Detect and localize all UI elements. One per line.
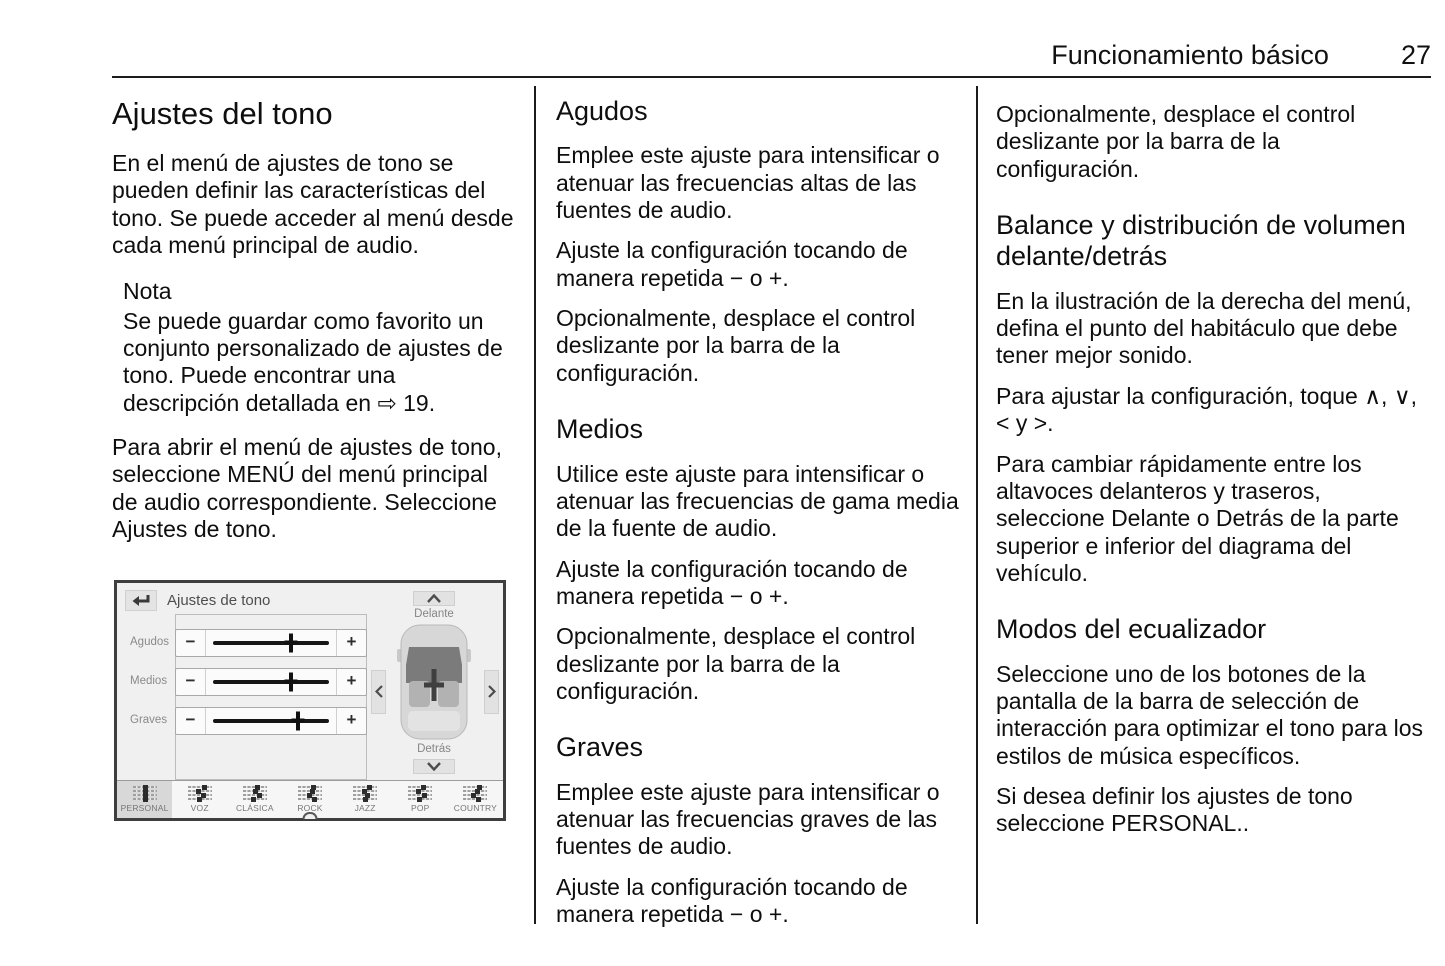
slider-agudos[interactable]: − +	[175, 628, 367, 657]
chevron-up-icon	[427, 593, 441, 603]
slider-label-agudos: Agudos	[130, 635, 170, 648]
preset-clasica[interactable]: CLÁSICA	[227, 781, 282, 818]
slider-track-area[interactable]	[206, 708, 336, 734]
equalizer-icon	[187, 784, 212, 802]
slider-track	[213, 718, 329, 723]
preset-pop[interactable]: POP	[393, 781, 448, 818]
heading-medios: Medios	[556, 414, 644, 445]
chevron-right-icon	[487, 685, 496, 698]
column-divider	[976, 86, 978, 924]
car-top-view[interactable]	[396, 623, 472, 741]
slider-graves[interactable]: − +	[175, 706, 367, 735]
fader-front-button[interactable]	[413, 590, 455, 606]
preset-country[interactable]: COUNTRY	[448, 781, 503, 818]
equalizer-icon	[353, 784, 378, 802]
preset-voz[interactable]: VOZ	[172, 781, 227, 818]
plus-button[interactable]: +	[336, 707, 366, 734]
header-rule	[112, 76, 1431, 78]
minus-button[interactable]: −	[176, 707, 206, 734]
plus-button[interactable]: +	[336, 668, 366, 695]
note-block: Nota Se puede guardar como favorito un c…	[112, 278, 516, 417]
slider-knob[interactable]	[296, 711, 301, 731]
section-title-tone-settings: Ajustes del tono	[112, 96, 333, 131]
paragraph: Emplee este ajuste para intensificar o a…	[556, 778, 940, 860]
sliders-panel	[175, 613, 367, 780]
paragraph: Ajuste la configuración tocando de maner…	[556, 237, 908, 291]
heading-equalizer-modes: Modos del ecualizador	[996, 614, 1267, 645]
header-chapter-title: Funcionamiento básico	[1051, 40, 1329, 70]
equalizer-icon	[297, 784, 322, 802]
note-body: Se puede guardar como favorito un conjun…	[123, 307, 503, 416]
balance-right-button[interactable]	[484, 669, 499, 714]
slider-medios[interactable]: − +	[175, 667, 367, 696]
slider-label-medios: Medios	[130, 674, 168, 687]
minus-button[interactable]: −	[176, 668, 206, 695]
open-menu-paragraph: Para abrir el menú de ajustes de tono, s…	[112, 434, 502, 543]
page-header: Funcionamiento básico 27	[112, 40, 1431, 71]
slider-knob[interactable]	[289, 672, 294, 692]
preset-personal[interactable]: PERSONAL	[117, 780, 173, 818]
paragraph: Opcionalmente, desplace el control desli…	[556, 305, 916, 386]
page-number: 27	[1400, 40, 1431, 70]
front-label: Delante	[414, 607, 454, 620]
screenshot-title: Ajustes de tono	[167, 591, 271, 609]
paragraph: Opcionalmente, desplace el control desli…	[996, 101, 1356, 182]
paragraph: Si desea definir los ajustes de tono sel…	[996, 783, 1353, 837]
back-button[interactable]	[125, 589, 157, 611]
column-divider	[534, 86, 536, 924]
paragraph: Seleccione uno de los botones de la pant…	[996, 660, 1424, 769]
equalizer-icon	[132, 784, 157, 802]
heading-graves: Graves	[556, 732, 644, 763]
note-label: Nota	[123, 278, 172, 305]
paragraph: Ajuste la configuración tocando de maner…	[556, 873, 908, 928]
equalizer-icon	[242, 784, 267, 802]
column-2: Agudos Emplee este ajuste para intensifi…	[556, 86, 960, 941]
slider-track-area[interactable]	[206, 669, 336, 695]
page-indicator-notch	[302, 811, 318, 819]
tone-settings-screenshot: Ajustes de tono Agudos Medios Graves − +…	[114, 579, 506, 821]
balance-left-button[interactable]	[371, 669, 386, 714]
paragraph: En la ilustración de la derecha del menú…	[996, 287, 1412, 369]
slider-track-area[interactable]	[206, 630, 336, 656]
column-3: Opcionalmente, desplace el control desli…	[996, 86, 1424, 851]
heading-balance: Balance y distribución de volumen delant…	[996, 210, 1406, 272]
intro-paragraph: En el menú de ajustes de tono se pueden …	[112, 149, 514, 258]
chevron-left-icon	[374, 685, 383, 698]
paragraph: Para cambiar rápidamente entre los altav…	[996, 450, 1399, 586]
paragraph: Emplee este ajuste para intensificar o a…	[556, 142, 940, 224]
rear-label: Detrás	[417, 742, 451, 755]
paragraph: Opcionalmente, desplace el control desli…	[556, 623, 916, 705]
back-arrow-icon	[132, 595, 150, 607]
plus-button[interactable]: +	[336, 629, 366, 656]
preset-jazz[interactable]: JAZZ	[338, 781, 393, 818]
preset-rock[interactable]: ROCK	[282, 781, 337, 818]
paragraph: Para ajustar la configuración, toque ∧, …	[996, 382, 1418, 437]
slider-track	[213, 679, 329, 684]
column-1: Ajustes del tono En el menú de ajustes d…	[112, 86, 516, 821]
heading-agudos: Agudos	[556, 96, 648, 126]
paragraph: Ajuste la configuración tocando de maner…	[556, 555, 908, 609]
minus-button[interactable]: −	[176, 629, 206, 656]
slider-track	[213, 640, 329, 645]
fader-rear-button[interactable]	[413, 758, 455, 774]
equalizer-icon	[463, 784, 488, 802]
slider-label-graves: Graves	[130, 713, 168, 726]
paragraph: Utilice este ajuste para intensificar o …	[556, 460, 959, 542]
slider-knob[interactable]	[289, 633, 294, 653]
chevron-down-icon	[427, 761, 441, 771]
equalizer-icon	[408, 784, 433, 802]
